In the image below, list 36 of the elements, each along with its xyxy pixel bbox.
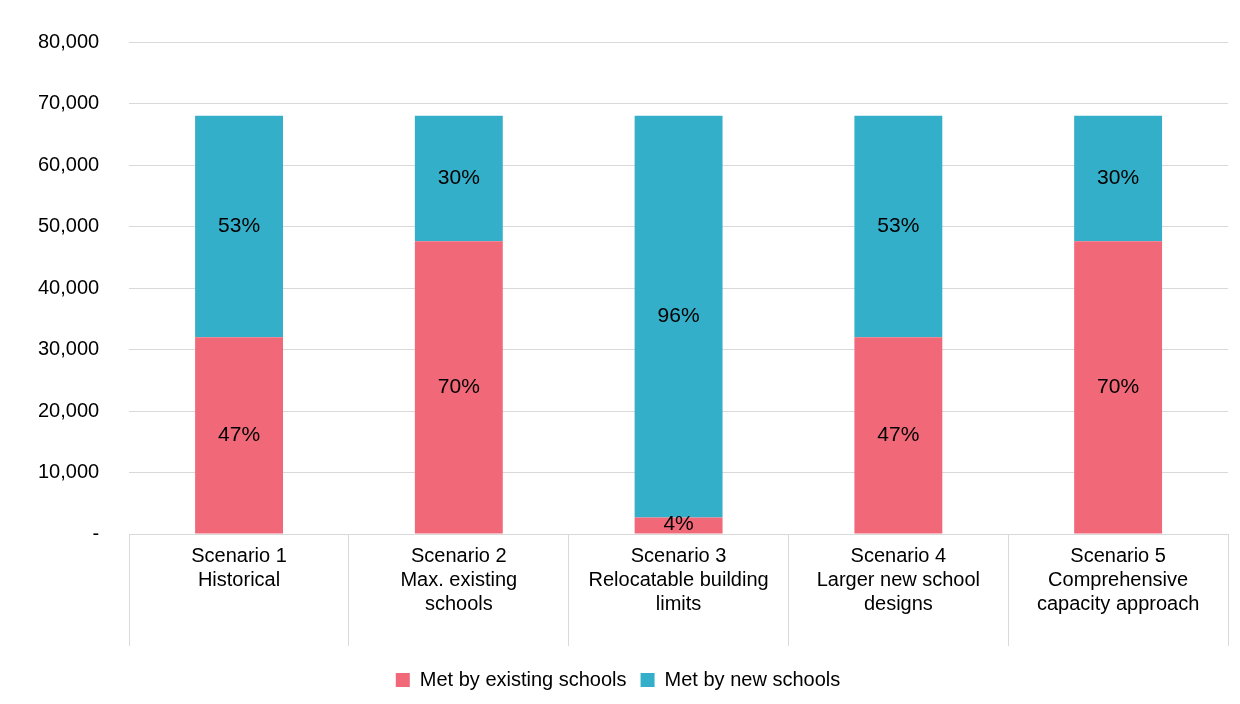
- y-tick-label: 40,000: [38, 275, 100, 298]
- bar: [1074, 241, 1163, 534]
- y-tick-label: 80,000: [38, 29, 100, 52]
- legend-label: Met by new schools: [664, 667, 841, 690]
- y-tick-label: -: [92, 521, 100, 544]
- annotation: 30%: [1097, 165, 1140, 189]
- bar: [195, 337, 284, 534]
- annotation: 47%: [218, 422, 261, 446]
- y-tick-label: 20,000: [38, 398, 100, 421]
- y-tick-label: 60,000: [38, 152, 100, 175]
- annotation: 53%: [218, 213, 261, 237]
- annotation: 4%: [663, 511, 694, 535]
- annotation: 70%: [437, 374, 480, 398]
- annotation: 30%: [437, 165, 480, 189]
- bar: [195, 115, 284, 338]
- x-tick-label: Scenario 5 Comprehensive capacity approach: [1036, 543, 1200, 614]
- legend-label: Met by existing schools: [419, 667, 627, 690]
- x-tick-label: Scenario 4 Larger new school designs: [816, 543, 981, 614]
- y-tick-label: 10,000: [38, 460, 100, 483]
- annotation: 96%: [657, 303, 700, 327]
- y-tick-label: 30,000: [38, 337, 100, 360]
- annotation: 47%: [877, 422, 920, 446]
- bar: [854, 115, 943, 338]
- bar: [414, 241, 503, 534]
- bar: [634, 115, 723, 518]
- y-tick-label: 50,000: [38, 214, 100, 237]
- bar: [634, 517, 723, 534]
- annotation: 53%: [877, 213, 920, 237]
- x-tick-label: Scenario 2 Max. existing schools: [400, 543, 518, 614]
- bar: [414, 115, 503, 242]
- x-tick-label: Scenario 1 Historical: [191, 543, 287, 590]
- y-tick-label: 70,000: [38, 91, 100, 114]
- bar: [854, 337, 943, 534]
- annotation: 70%: [1097, 374, 1140, 398]
- x-tick-label: Scenario 3 Relocatable building limits: [588, 543, 769, 614]
- bar: [1074, 115, 1163, 242]
